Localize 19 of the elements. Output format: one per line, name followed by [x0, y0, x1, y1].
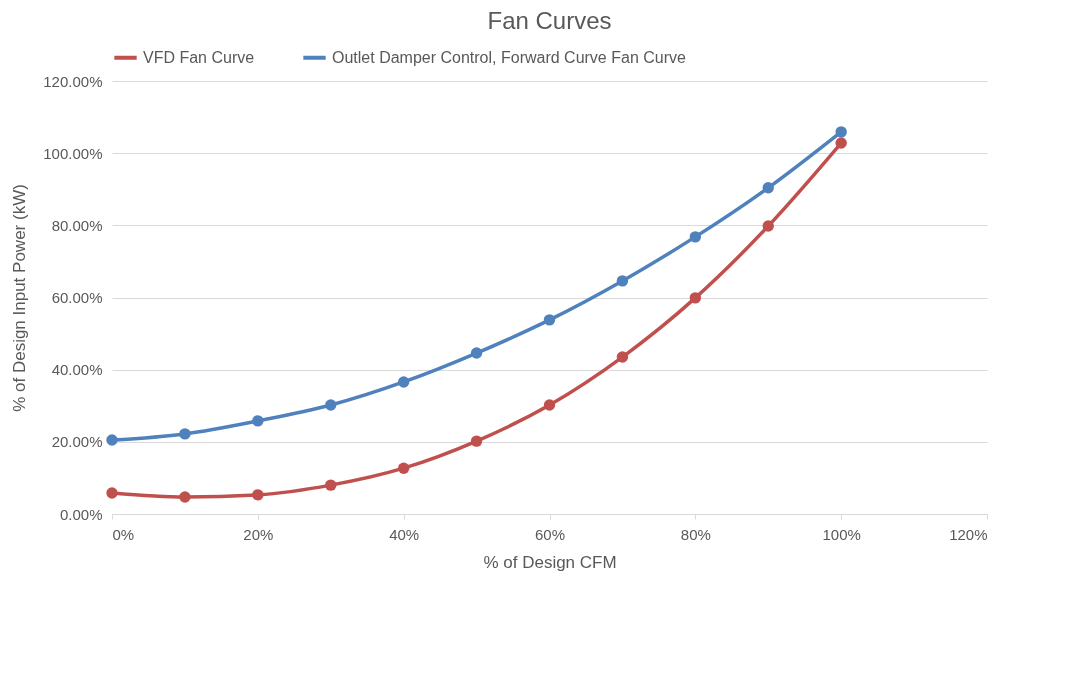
x-tick-label: 80%: [680, 525, 711, 543]
x-tick-label: 20%: [243, 525, 274, 543]
y-tick-label: 60.00%: [51, 289, 103, 306]
legend-label: VFD Fan Curve: [143, 48, 255, 66]
y-tick-label: 0.00%: [59, 505, 103, 523]
x-tick-label: 40%: [389, 525, 420, 543]
chart-title: Fan Curves: [487, 7, 612, 34]
x-axis-title: % of Design CFM: [483, 552, 617, 572]
y-tick-label: 120.00%: [43, 72, 103, 90]
x-tick-label: 120%: [949, 525, 988, 543]
legend-label: Outlet Damper Control, Forward Curve Fan Curve: [332, 48, 686, 66]
x-tick-label: 60%: [534, 525, 566, 543]
x-tick-label: 0%: [112, 525, 135, 543]
y-tick-label: 100.00%: [43, 144, 103, 162]
y-tick-label: 20.00%: [51, 433, 103, 451]
x-tick-label: 100%: [822, 525, 861, 543]
y-tick-label: 40.00%: [51, 361, 103, 379]
y-axis-title: % of Design Input Power (kW): [10, 184, 30, 412]
y-tick-label: 80.00%: [51, 216, 103, 234]
